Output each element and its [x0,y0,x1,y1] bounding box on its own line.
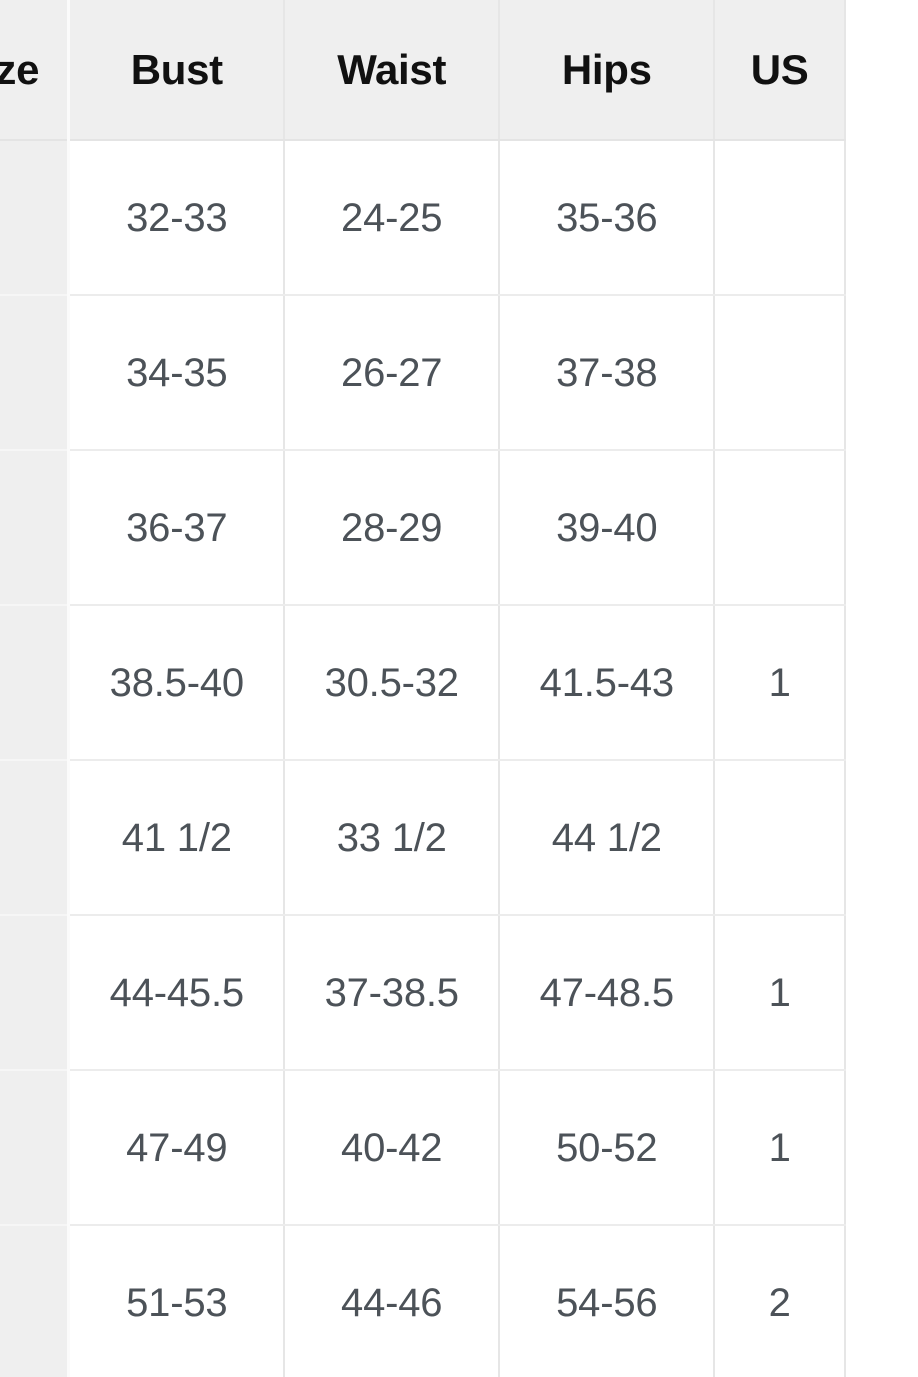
cell-size [0,915,71,1071]
cell-waist-text: 37-38.5 [324,970,459,1015]
cell-us: 1 [714,1070,846,1226]
cell-bust-text: 41 1/2 [121,815,232,860]
cell-hips-text: 44 1/2 [551,815,662,860]
cell-size [0,295,71,451]
table-row: 47-49 40-42 50-52 1 [0,1070,846,1226]
cell-bust: 44-45.5 [68,915,286,1071]
cell-size [0,1070,71,1226]
cell-waist: 33 1/2 [284,760,501,916]
cell-hips-text: 47-48.5 [539,970,674,1015]
cell-hips: 39-40 [499,450,716,606]
cell-size [0,450,71,606]
cell-waist-text: 40-42 [341,1125,443,1170]
table-row: 38.5-40 30.5-32 41.5-43 1 [0,605,846,761]
cell-waist: 30.5-32 [284,605,501,761]
cell-hips: 50-52 [499,1070,716,1226]
table-header-row: Size Bust Waist Hips US [0,0,846,141]
cell-bust: 41 1/2 [68,760,286,916]
cell-bust-text: 47-49 [126,1125,228,1170]
cell-bust-text: 44-45.5 [109,970,244,1015]
cell-bust: 34-35 [68,295,286,451]
column-header-size-label: Size [0,45,40,93]
cell-us [714,295,846,451]
table-row: 32-33 24-25 35-36 [0,140,846,296]
cell-size [0,1225,71,1377]
cell-size [0,760,71,916]
cell-us: 2 [714,1225,846,1377]
cell-waist-text: 24-25 [341,195,443,240]
cell-waist-text: 26-27 [341,350,443,395]
cell-hips: 47-48.5 [499,915,716,1071]
cell-waist-text: 44-46 [341,1281,443,1325]
cell-bust: 47-49 [68,1070,286,1226]
cell-waist: 26-27 [284,295,501,451]
column-header-waist-label: Waist [337,45,447,93]
cell-us-text: 1 [768,970,791,1015]
cell-us: 1 [714,605,846,761]
cell-waist: 37-38.5 [284,915,501,1071]
cell-hips-text: 35-36 [556,195,658,240]
cell-hips-text: 37-38 [556,350,658,395]
table-row: 51-53 44-46 54-56 2 [0,1225,846,1377]
cell-waist: 28-29 [284,450,501,606]
table-row: 36-37 28-29 39-40 [0,450,846,606]
cell-bust: 36-37 [68,450,286,606]
cell-hips-text: 39-40 [556,505,658,550]
cell-hips-text: 41.5-43 [539,660,674,705]
column-header-us[interactable]: US [714,0,846,141]
cell-hips: 44 1/2 [499,760,716,916]
column-header-waist[interactable]: Waist [284,0,501,141]
cell-size [0,140,71,296]
cell-bust: 38.5-40 [68,605,286,761]
cell-bust-text: 51-53 [126,1281,228,1325]
cell-bust-text: 36-37 [126,505,228,550]
cell-us-text: 2 [768,1281,791,1325]
column-header-hips-label: Hips [561,45,652,93]
cell-bust-text: 32-33 [126,195,228,240]
column-header-bust-label: Bust [130,45,223,93]
table-body: 32-33 24-25 35-36 34-35 26-27 37-38 36-3… [0,140,846,1377]
cell-us: 1 [714,915,846,1071]
column-header-bust[interactable]: Bust [68,0,286,141]
cell-us [714,760,846,916]
column-header-hips[interactable]: Hips [499,0,716,141]
cell-waist: 44-46 [284,1225,501,1377]
table-header: Size Bust Waist Hips US [0,0,846,141]
cell-us [714,140,846,296]
cell-waist-text: 30.5-32 [324,660,459,705]
cell-hips: 41.5-43 [499,605,716,761]
cell-hips: 35-36 [499,140,716,296]
column-header-size[interactable]: Size [0,0,71,141]
size-chart-table: Size Bust Waist Hips US 32-33 [0,0,846,1377]
cell-waist-text: 33 1/2 [336,815,447,860]
table-row: 41 1/2 33 1/2 44 1/2 [0,760,846,916]
cell-us-text: 1 [768,660,791,705]
cell-waist: 24-25 [284,140,501,296]
table-row: 44-45.5 37-38.5 47-48.5 1 [0,915,846,1071]
cell-size [0,605,71,761]
column-header-us-label: US [750,45,809,93]
cell-bust: 51-53 [68,1225,286,1377]
cell-us [714,450,846,606]
cell-hips-text: 54-56 [556,1281,658,1325]
cell-bust-text: 34-35 [126,350,228,395]
cell-bust-text: 38.5-40 [109,660,244,705]
cell-us-text: 1 [768,1125,791,1170]
cell-hips-text: 50-52 [556,1125,658,1170]
cell-waist: 40-42 [284,1070,501,1226]
cell-hips: 37-38 [499,295,716,451]
cell-bust: 32-33 [68,140,286,296]
table-row: 34-35 26-27 37-38 [0,295,846,451]
cell-waist-text: 28-29 [341,505,443,550]
cell-hips: 54-56 [499,1225,716,1377]
